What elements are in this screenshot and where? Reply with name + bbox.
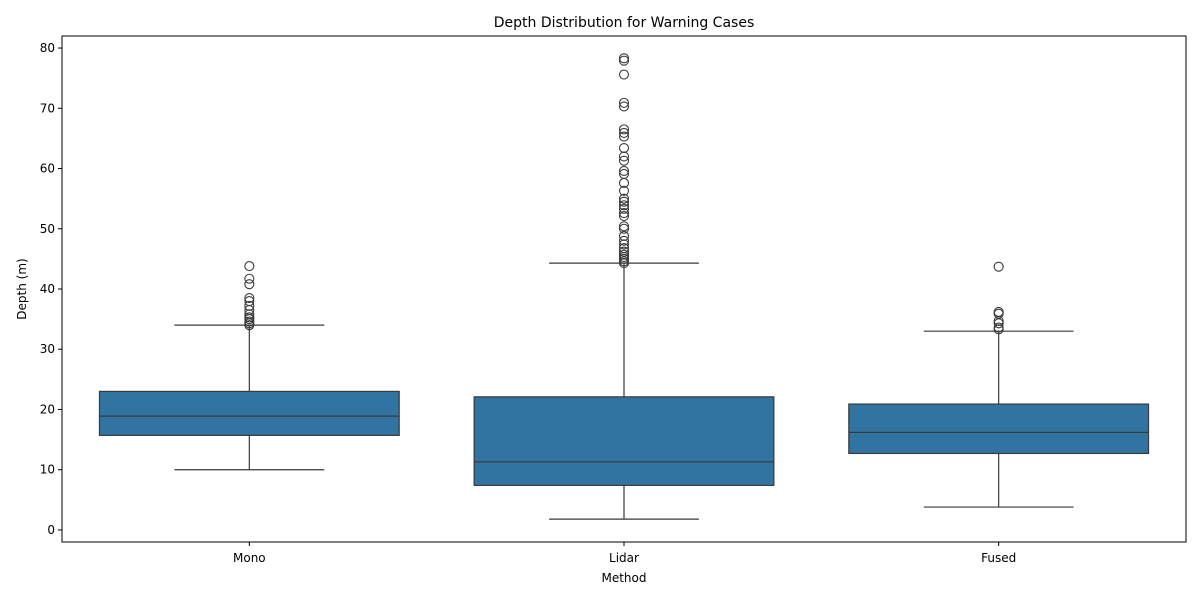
y-tick-label: 30 bbox=[40, 342, 55, 356]
outlier-point bbox=[244, 309, 255, 320]
plot-area bbox=[98, 53, 1150, 520]
x-tick-label: Fused bbox=[981, 551, 1016, 565]
y-tick-label: 50 bbox=[40, 222, 55, 236]
outlier-point bbox=[618, 221, 630, 232]
outlier-point bbox=[618, 101, 630, 112]
y-tick-label: 60 bbox=[40, 162, 55, 176]
outlier-point bbox=[618, 249, 630, 260]
outlier-point bbox=[618, 239, 630, 250]
outlier-point bbox=[618, 168, 630, 179]
y-axis: 0 10 20 30 40 50 60 70 80 bbox=[40, 41, 62, 537]
y-tick-label: 70 bbox=[40, 101, 55, 115]
outlier-point bbox=[618, 223, 630, 234]
y-tick-label: 0 bbox=[47, 523, 55, 537]
y-tick-label: 80 bbox=[40, 41, 55, 55]
outlier-point bbox=[244, 312, 255, 323]
outlier-point bbox=[618, 196, 630, 207]
box-group-fused bbox=[848, 261, 1150, 508]
y-tick-label: 10 bbox=[40, 463, 55, 477]
x-tick-label: Mono bbox=[233, 551, 266, 565]
outlier-point bbox=[618, 53, 630, 64]
outlier-point bbox=[993, 306, 1004, 317]
outlier-point bbox=[618, 208, 630, 219]
outlier-point bbox=[618, 97, 630, 108]
outlier-point bbox=[618, 151, 630, 162]
outlier-point bbox=[618, 203, 630, 214]
outlier-point bbox=[618, 55, 630, 66]
outlier-point bbox=[618, 127, 630, 139]
box-iqr bbox=[848, 403, 1150, 455]
outlier-point bbox=[618, 211, 630, 222]
outlier-point bbox=[618, 124, 630, 135]
outlier-point bbox=[993, 322, 1004, 333]
y-axis-label: Depth (m) bbox=[15, 258, 29, 319]
outlier-point bbox=[618, 155, 630, 166]
x-axis-label: Method bbox=[601, 571, 646, 585]
outlier-point bbox=[618, 235, 630, 246]
outlier-point bbox=[244, 261, 255, 272]
box-iqr bbox=[473, 396, 775, 486]
outlier-point bbox=[618, 256, 630, 267]
outlier-point bbox=[244, 273, 255, 284]
outlier-point bbox=[618, 142, 630, 154]
box-iqr bbox=[98, 390, 400, 436]
y-tick-label: 40 bbox=[40, 282, 55, 296]
outlier-point bbox=[618, 131, 630, 142]
outlier-point bbox=[244, 300, 255, 311]
outlier-point bbox=[618, 193, 630, 204]
outlier-point bbox=[618, 165, 630, 176]
box-group-mono bbox=[98, 261, 400, 471]
x-axis: Mono Lidar Fused bbox=[233, 542, 1016, 565]
x-tick-label: Lidar bbox=[609, 551, 639, 565]
outlier-point bbox=[993, 261, 1004, 272]
outlier-point bbox=[993, 318, 1004, 329]
outlier-point bbox=[618, 230, 630, 242]
box-group-lidar bbox=[473, 53, 775, 520]
outlier-point bbox=[244, 292, 255, 304]
outlier-point bbox=[618, 242, 630, 254]
outlier-point bbox=[618, 69, 630, 80]
outlier-point bbox=[618, 246, 630, 257]
outlier-point bbox=[618, 185, 630, 196]
chart-title: Depth Distribution for Warning Cases bbox=[494, 15, 754, 31]
outlier-point bbox=[244, 316, 255, 327]
y-tick-label: 20 bbox=[40, 402, 55, 416]
outlier-point bbox=[244, 295, 255, 307]
outlier-point bbox=[618, 200, 630, 211]
outlier-point bbox=[244, 279, 255, 290]
